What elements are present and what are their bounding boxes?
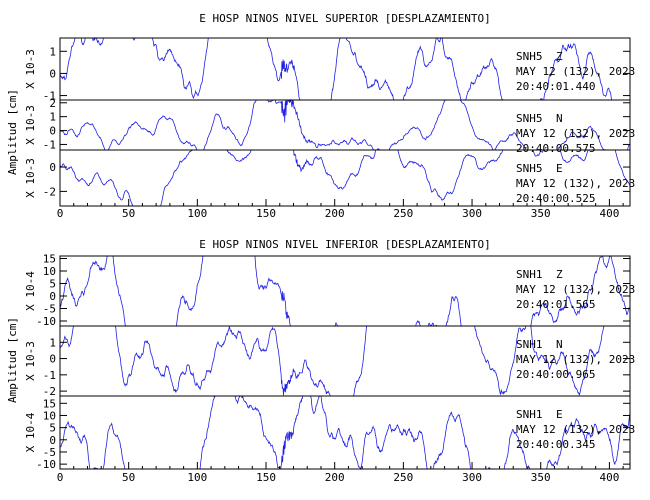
y-tick-label: 0 [49,67,56,80]
component-label: N [556,112,563,125]
date-label: MAY 12 (132), 2023 [516,283,635,296]
component-label: E [556,162,563,175]
date-label: MAY 12 (132), 2023 [516,177,635,190]
time-label: 20:40:00.525 [516,192,595,205]
station-code: SNH5 [516,50,543,63]
x-tick-label: 0 [57,471,64,484]
time-label: 20:40:00.965 [516,368,595,381]
station-code: SNH1 [516,338,543,351]
chart-title: E HOSP NINOS NIVEL INFERIOR [DESPLAZAMIE… [199,238,490,251]
x-tick-label: 350 [531,471,551,484]
time-label: 20:40:01.565 [516,298,595,311]
trace-panel [59,149,631,207]
y-tick-label: -10 [36,458,56,471]
y-tick-label: 10 [43,265,56,278]
scale-label: X 10-3 [24,341,37,381]
x-tick-label: 250 [393,207,413,220]
y-tick-label: -1 [43,90,56,103]
y-tick-label: 0 [49,161,56,174]
y-tick-label: 0 [49,290,56,303]
x-tick-label: 350 [531,207,551,220]
y-tick-label: 2 [49,97,56,110]
x-tick-label: 100 [187,207,207,220]
date-label: MAY 12 (132), 2023 [516,423,635,436]
y-tick-label: 0 [49,125,56,138]
traces-layer [59,36,631,471]
station-code: SNH5 [516,112,543,125]
scale-label: X 10-3 [24,49,37,89]
y-tick-label: -10 [36,315,56,328]
x-tick-label: 50 [122,471,135,484]
y-tick-label: -1 [43,138,56,151]
x-tick-label: 400 [599,471,619,484]
x-tick-label: 150 [256,207,276,220]
y-tick-label: 15 [43,253,56,266]
date-label: MAY 12 (132), 2023 [516,65,635,78]
component-label: N [556,338,563,351]
date-label: MAY 12 (132), 2023 [516,353,635,366]
y-tick-label: 1 [49,45,56,58]
y-tick-label: 0 [49,434,56,447]
y-axis-label: Amplitud [cm] [6,317,19,403]
x-tick-label: 300 [462,471,482,484]
y-tick-label: -1 [43,369,56,382]
x-tick-label: 0 [57,207,64,220]
y-tick-label: -2 [43,385,56,398]
x-tick-label: 200 [325,471,345,484]
x-tick-label: 400 [599,207,619,220]
x-tick-label: 100 [187,471,207,484]
y-tick-label: -5 [43,446,56,459]
component-label: E [556,408,563,421]
station-code: SNH1 [516,268,543,281]
time-label: 20:40:00.345 [516,438,595,451]
y-tick-label: 5 [49,422,56,435]
x-tick-label: 200 [325,207,345,220]
y-axis-label: Amplitud [cm] [6,89,19,175]
y-tick-label: 5 [49,278,56,291]
chart-title: E HOSP NINOS NIVEL SUPERIOR [DESPLAZAMIE… [199,12,490,25]
x-tick-label: 300 [462,207,482,220]
y-tick-label: 10 [43,409,56,422]
scale-label: X 10-4 [24,271,37,311]
station-code: SNH1 [516,408,543,421]
y-tick-label: 0 [49,353,56,366]
time-label: 20:40:01.440 [516,80,595,93]
component-label: Z [556,50,563,63]
x-tick-label: 250 [393,471,413,484]
y-tick-label: 1 [49,336,56,349]
component-label: Z [556,268,563,281]
trace-panel [59,395,631,470]
frames-layer [59,37,631,470]
y-tick-label: -5 [43,303,56,316]
x-tick-label: 50 [122,207,135,220]
y-tick-label: -2 [43,185,56,198]
date-label: MAY 12 (132), 2023 [516,127,635,140]
station-code: SNH5 [516,162,543,175]
y-tick-label: 1 [49,111,56,124]
x-tick-label: 150 [256,471,276,484]
time-label: 20:40:00.575 [516,142,595,155]
scale-label: X 10-3 [24,158,37,198]
labels-layer: E HOSP NINOS NIVEL SUPERIOR [DESPLAZAMIE… [6,12,635,484]
scale-label: X 10-3 [24,105,37,145]
y-tick-label: 15 [43,397,56,410]
scale-label: X 10-4 [24,412,37,452]
